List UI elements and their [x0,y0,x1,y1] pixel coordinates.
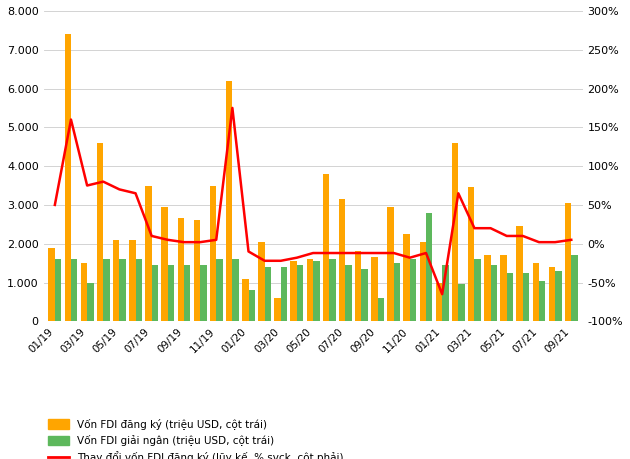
Bar [426,213,432,321]
Bar [168,265,175,321]
Bar [210,185,216,321]
Bar [387,207,394,321]
Bar [281,267,287,321]
Bar [339,199,345,321]
Bar [532,263,539,321]
Bar [129,240,135,321]
Bar [571,255,578,321]
Bar [120,259,126,321]
Bar [49,247,55,321]
Bar [436,282,442,321]
Bar [371,257,377,321]
Bar [517,226,523,321]
Bar [55,259,61,321]
Bar [323,174,329,321]
Bar [377,298,384,321]
Bar [71,259,77,321]
Bar [474,259,481,321]
Bar [313,261,319,321]
Bar [307,259,313,321]
Bar [274,298,281,321]
Legend: Vốn FDI đăng ký (triệu USD, cột trái), Vốn FDI giải ngân (triệu USD, cột trái), : Vốn FDI đăng ký (triệu USD, cột trái), V… [43,414,348,459]
Bar [507,273,513,321]
Bar [184,265,190,321]
Bar [452,143,458,321]
Bar [297,265,304,321]
Bar [549,267,555,321]
Bar [258,242,265,321]
Bar [565,203,571,321]
Bar [410,259,416,321]
Bar [97,143,103,321]
Bar [468,187,474,321]
Bar [178,218,184,321]
Bar [491,265,497,321]
Bar [539,280,546,321]
Bar [146,185,152,321]
Bar [135,259,142,321]
Bar [329,259,336,321]
Bar [113,240,120,321]
Bar [403,234,410,321]
Bar [81,263,87,321]
Bar [394,263,400,321]
Bar [216,259,222,321]
Bar [161,207,168,321]
Bar [362,269,368,321]
Bar [200,265,207,321]
Bar [232,259,239,321]
Bar [64,34,71,321]
Bar [242,279,248,321]
Bar [442,265,449,321]
Bar [458,285,465,321]
Bar [500,255,507,321]
Bar [152,265,158,321]
Bar [87,282,94,321]
Bar [226,81,232,321]
Bar [290,261,297,321]
Bar [345,265,352,321]
Bar [103,259,110,321]
Bar [193,220,200,321]
Bar [484,255,491,321]
Bar [265,267,271,321]
Bar [555,271,561,321]
Bar [248,290,255,321]
Bar [355,252,362,321]
Bar [523,273,529,321]
Bar [420,242,426,321]
